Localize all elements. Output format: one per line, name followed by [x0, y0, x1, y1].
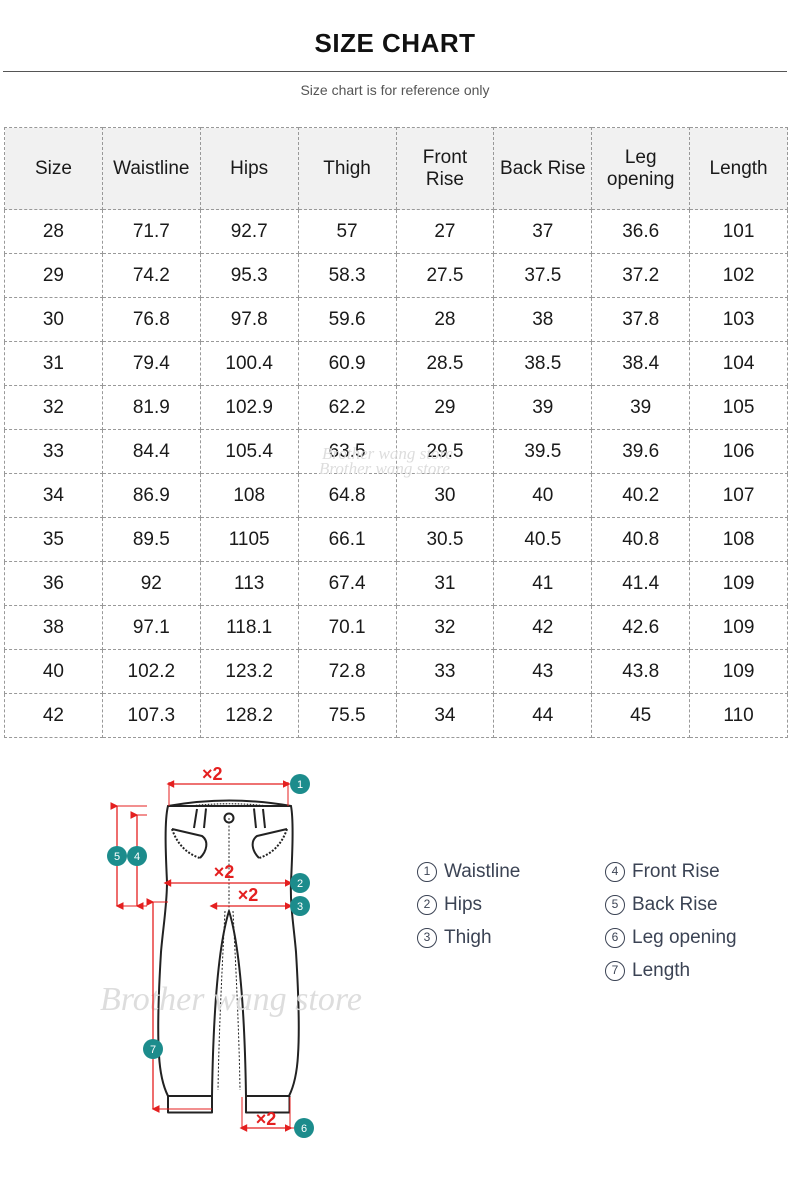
svg-text:3: 3: [297, 901, 303, 913]
svg-text:×2: ×2: [238, 885, 259, 905]
svg-text:×2: ×2: [256, 1109, 277, 1129]
svg-text:4: 4: [134, 851, 140, 863]
svg-text:6: 6: [301, 1123, 307, 1135]
svg-text:Brother wang store: Brother wang store: [100, 981, 362, 1018]
svg-text:×2: ×2: [214, 862, 235, 882]
svg-text:7: 7: [150, 1044, 156, 1056]
svg-text:1: 1: [297, 779, 303, 791]
svg-text:2: 2: [297, 878, 303, 890]
svg-text:×2: ×2: [202, 764, 223, 784]
svg-text:5: 5: [114, 851, 120, 863]
svg-text:Brother wang store: Brother wang store: [319, 459, 450, 478]
